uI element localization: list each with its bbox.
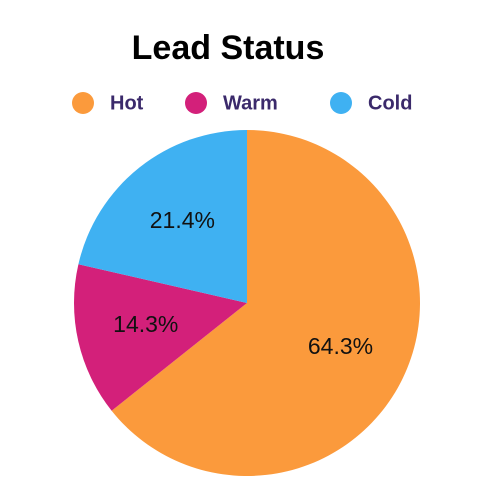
legend-marker: [72, 92, 94, 114]
legend-marker: [330, 92, 352, 114]
legend-marker: [185, 92, 207, 114]
pie-slice: [78, 130, 247, 303]
legend-label: Cold: [368, 92, 412, 114]
legend-label: Warm: [223, 92, 278, 114]
pie-slice: [111, 130, 421, 477]
data-label: 64.3%: [308, 333, 373, 359]
chart-title: Lead Status: [132, 29, 325, 67]
data-label: 14.3%: [113, 311, 178, 337]
legend-label: Hot: [110, 92, 144, 114]
data-label: 21.4%: [150, 207, 215, 233]
pie-slice: [74, 264, 247, 411]
